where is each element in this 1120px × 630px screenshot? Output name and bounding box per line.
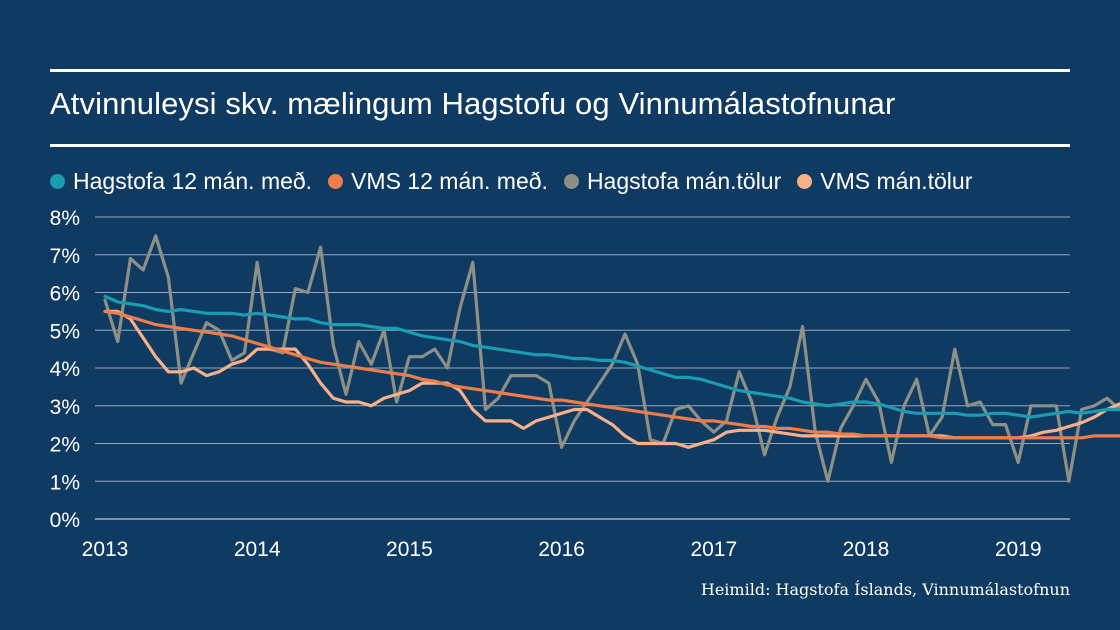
- x-tick-label: 2013: [82, 538, 129, 561]
- legend-item: Hagstofa mán.tölur: [563, 168, 782, 195]
- x-tick-label: 2016: [538, 538, 585, 561]
- legend-label: VMS 12 mán. með.: [351, 168, 548, 194]
- x-tick-label: 2019: [995, 538, 1042, 561]
- y-tick-label: 7%: [50, 245, 80, 268]
- title-underline-rule: [50, 144, 1070, 147]
- y-tick-label: 6%: [50, 283, 80, 306]
- legend-item: VMS mán.tölur: [797, 168, 972, 195]
- x-tick-label: 2015: [386, 538, 433, 561]
- y-tick-label: 4%: [50, 358, 80, 381]
- legend-label: VMS mán.tölur: [820, 168, 973, 194]
- chart-title: Atvinnuleysi skv. mælingum Hagstofu og V…: [50, 86, 896, 121]
- y-tick-label: 3%: [50, 396, 80, 419]
- legend-item: Hagstofa 12 mán. með.: [50, 168, 312, 195]
- x-tick-label: 2014: [234, 538, 281, 561]
- y-tick-label: 0%: [50, 509, 80, 532]
- top-rule: [50, 69, 1070, 72]
- legend-swatch: [50, 174, 65, 189]
- legend-label: Hagstofa 12 mán. með.: [73, 168, 313, 194]
- series-line: [103, 309, 1120, 440]
- legend-label: Hagstofa mán.tölur: [586, 168, 782, 194]
- legend-item: VMS 12 mán. með.: [328, 168, 548, 195]
- y-tick-label: 8%: [50, 207, 80, 230]
- legend-swatch: [563, 174, 579, 189]
- x-tick-label: 2017: [690, 538, 737, 561]
- source-note: Heimild: Hagstofa Íslands, Vinnumálastof…: [700, 580, 1070, 599]
- legend-swatch: [797, 174, 813, 189]
- legend-swatch: [328, 174, 344, 189]
- series-line: [103, 234, 1120, 483]
- y-tick-label: 5%: [50, 320, 80, 343]
- y-tick-label: 1%: [50, 471, 80, 494]
- legend: Hagstofa 12 mán. með. VMS 12 mán. með. Hag…: [50, 168, 1080, 195]
- x-tick-label: 2018: [843, 538, 890, 561]
- series-line: [103, 294, 1120, 419]
- series-line: [103, 309, 1120, 449]
- y-tick-label: 2%: [50, 434, 80, 457]
